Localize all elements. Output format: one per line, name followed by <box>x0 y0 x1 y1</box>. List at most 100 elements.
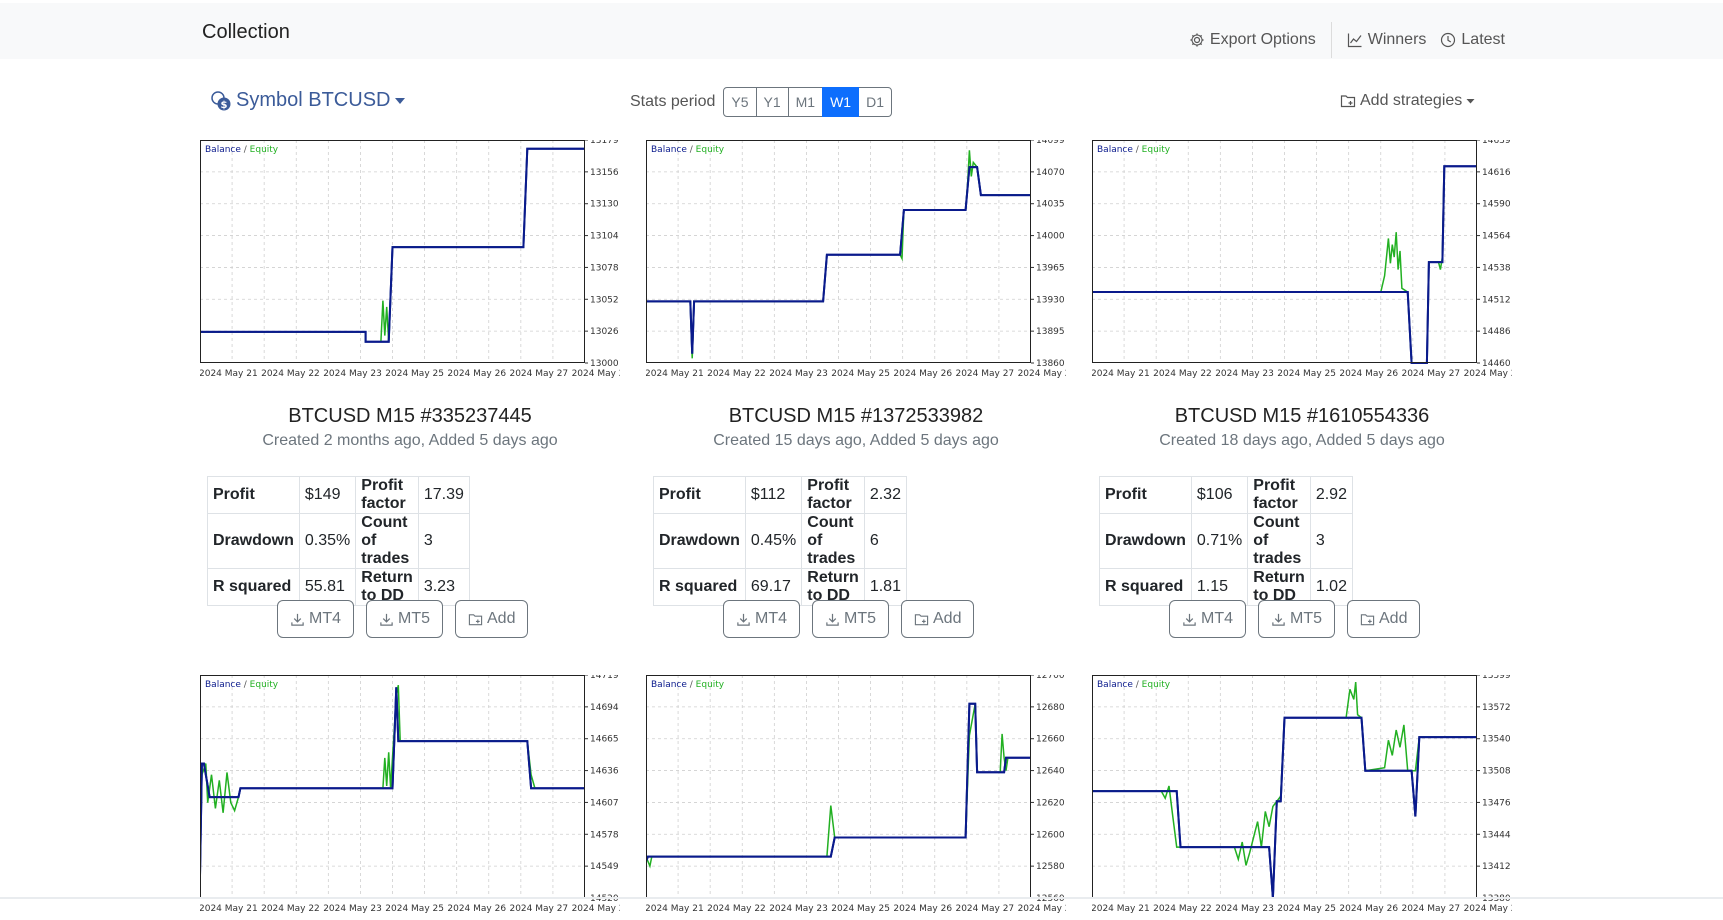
plot-frame <box>646 140 1031 363</box>
x-tick-label: 2024 May 22 <box>1153 369 1212 379</box>
mt4-button[interactable]: MT4 <box>277 600 354 638</box>
drawdown-value: 0.45% <box>744 513 803 569</box>
caret-down-icon <box>395 97 406 104</box>
x-tick-label: 2024 May 2 <box>1018 369 1066 379</box>
export-options-label: Export Options <box>1209 31 1316 48</box>
x-tick-label: 2024 May 27 <box>509 369 568 379</box>
x-tick-label: 2024 May 23 <box>769 369 828 379</box>
y-tick-label: 13130 <box>590 200 619 210</box>
strategy-stats-table: Profit $112 Profit factor 2.32 Drawdown 0.45%… <box>653 476 907 606</box>
y-tick-label: 14616 <box>1482 168 1511 178</box>
add-button[interactable]: Add <box>901 600 975 638</box>
x-tick-label: 2024 May 21 <box>200 369 258 379</box>
legend-equity: Equity <box>250 680 279 690</box>
count-of-trades-value: 6 <box>863 513 907 569</box>
latest-link[interactable]: Latest <box>1440 31 1505 49</box>
x-tick-label: 2024 May 27 <box>1401 369 1460 379</box>
mt5-button[interactable]: MT5 <box>812 600 889 638</box>
period-button-m1[interactable]: M1 <box>787 87 824 117</box>
mt5-button[interactable]: MT5 <box>1258 600 1335 638</box>
stats-row: Profit $149 Profit factor 17.39 <box>207 476 470 514</box>
download-icon <box>291 613 304 626</box>
add-button[interactable]: Add <box>1347 600 1421 638</box>
y-tick-label: 13444 <box>1482 830 1511 840</box>
y-tick-label: 14564 <box>1482 232 1511 242</box>
y-tick-label: 14636 <box>590 767 619 777</box>
x-tick-label: 2024 May 27 <box>1401 904 1460 914</box>
y-tick-label: 14070 <box>1036 168 1065 178</box>
mt4-button[interactable]: MT4 <box>723 600 800 638</box>
stats-row: R squared 69.17 Return to DD 1.81 <box>653 568 907 606</box>
svg-text:$: $ <box>221 100 228 111</box>
y-tick-label: 12640 <box>1036 767 1065 777</box>
drawdown-label: Drawdown <box>1099 513 1192 569</box>
y-tick-label: 12600 <box>1036 830 1065 840</box>
period-button-w1[interactable]: W1 <box>822 87 860 117</box>
legend-equity: Equity <box>696 680 725 690</box>
strategy-title[interactable]: BTCUSD M15 #1610554336 <box>1174 405 1430 427</box>
nav-links: Export Options Winners Latest <box>1189 22 1505 58</box>
strategy-actions: MT4 MT5 Add <box>723 600 975 638</box>
y-tick-label: 13476 <box>1482 798 1511 808</box>
chart-legend: Balance / Equity <box>205 680 279 690</box>
add-strategies-dropdown[interactable]: Add strategies <box>1340 92 1475 110</box>
mt5-button-label: MT5 <box>398 610 430 627</box>
balance-series-line <box>1092 165 1477 364</box>
y-tick-label: 12560 <box>1036 894 1065 904</box>
stats-period-buttons: Y5 Y1 M1 W1 D1 <box>723 87 892 117</box>
winners-link[interactable]: Winners <box>1347 31 1426 49</box>
add-button[interactable]: Add <box>455 600 529 638</box>
y-tick-label: 14639 <box>1482 140 1511 146</box>
strategy-actions: MT4 MT5 Add <box>277 600 529 638</box>
count-of-trades-label: Count of trades <box>801 513 865 569</box>
x-tick-label: 2024 May 25 <box>831 904 890 914</box>
chart-line-icon <box>1347 33 1362 48</box>
download-icon <box>1183 613 1196 626</box>
export-options-link[interactable]: Export Options <box>1189 31 1316 49</box>
strategy-subtitle: Created 15 days ago, Added 5 days ago <box>713 432 999 449</box>
strategy-title[interactable]: BTCUSD M15 #335237445 <box>288 405 532 427</box>
mt4-button-label: MT4 <box>1201 610 1233 627</box>
x-tick-label: 2024 May 2 <box>1464 369 1512 379</box>
x-tick-label: 2024 May 23 <box>323 904 382 914</box>
mt5-button[interactable]: MT5 <box>366 600 443 638</box>
x-tick-label: 2024 May 23 <box>769 904 828 914</box>
x-tick-label: 2024 May 25 <box>385 369 444 379</box>
symbol-dropdown[interactable]: $ Symbol BTCUSD <box>210 89 406 112</box>
brand-title[interactable]: Collection <box>202 21 290 43</box>
period-button-y1[interactable]: Y1 <box>755 87 789 117</box>
period-button-y5[interactable]: Y5 <box>723 87 757 117</box>
profit-value: $149 <box>298 476 357 514</box>
return-to-dd-value: 1.02 <box>1309 568 1353 606</box>
r-squared-value: 55.81 <box>298 568 357 606</box>
strategy-stats-table: Profit $149 Profit factor 17.39 Drawdown 0.35… <box>207 476 470 606</box>
x-tick-label: 2024 May 25 <box>385 904 444 914</box>
plot-background <box>646 140 1031 363</box>
folder-plus-icon <box>914 613 929 625</box>
r-squared-value: 69.17 <box>744 568 803 606</box>
download-icon <box>380 613 393 626</box>
drawdown-label: Drawdown <box>207 513 300 569</box>
y-tick-label: 13104 <box>590 232 619 242</box>
count-of-trades-label: Count of trades <box>1247 513 1311 569</box>
profit-factor-label: Profit factor <box>801 476 865 514</box>
caret-down-icon <box>1466 99 1475 104</box>
strategy-title[interactable]: BTCUSD M15 #1372533982 <box>728 405 984 427</box>
page-bottom-edge <box>0 897 1723 899</box>
x-tick-label: 2024 May 21 <box>1092 369 1150 379</box>
period-button-d1[interactable]: D1 <box>858 87 892 117</box>
x-tick-label: 2024 May 23 <box>323 369 382 379</box>
balance-series-line <box>200 147 585 343</box>
equity-chart: 13179 13156 13130 13104 13078 13052 13026 13000… <box>200 140 620 379</box>
folder-plus-icon <box>1360 613 1375 625</box>
plot-background <box>1092 140 1477 363</box>
y-tick-label: 14694 <box>590 703 619 713</box>
x-tick-label: 2024 May 22 <box>261 904 320 914</box>
x-tick-label: 2024 May 22 <box>707 904 766 914</box>
strategy-subtitle: Created 18 days ago, Added 5 days ago <box>1159 432 1445 449</box>
download-icon <box>737 613 750 626</box>
mt4-button[interactable]: MT4 <box>1169 600 1246 638</box>
balance-series-line <box>200 687 585 876</box>
y-tick-label: 13599 <box>1482 675 1511 681</box>
return-to-dd-value: 3.23 <box>417 568 470 606</box>
